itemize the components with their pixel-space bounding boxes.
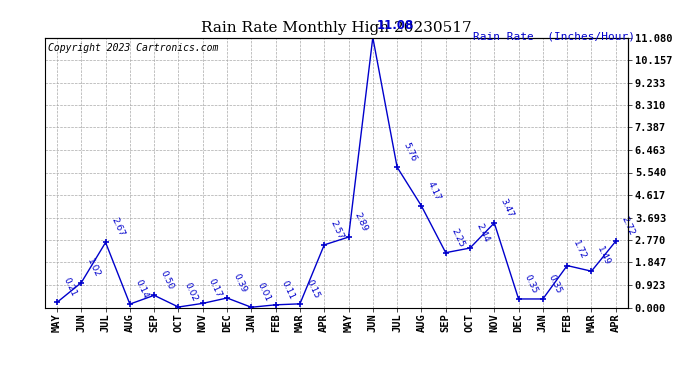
Text: 0.35: 0.35 xyxy=(523,273,540,295)
Text: 0.17: 0.17 xyxy=(207,277,224,299)
Text: 2.72: 2.72 xyxy=(620,215,636,237)
Title: Rain Rate Monthly High 20230517: Rain Rate Monthly High 20230517 xyxy=(201,21,472,35)
Text: 0.50: 0.50 xyxy=(158,269,175,291)
Text: 2.57: 2.57 xyxy=(328,219,345,241)
Text: 0.11: 0.11 xyxy=(280,279,297,301)
Text: 0.15: 0.15 xyxy=(304,278,321,300)
Text: 0.01: 0.01 xyxy=(255,281,272,303)
Text: 2.67: 2.67 xyxy=(110,216,126,238)
Text: 3.47: 3.47 xyxy=(498,197,515,219)
Text: 0.02: 0.02 xyxy=(183,281,199,303)
Text: 5.76: 5.76 xyxy=(402,141,418,163)
Text: 11.08: 11.08 xyxy=(377,19,414,32)
Text: 1.02: 1.02 xyxy=(86,256,102,279)
Text: 2.25: 2.25 xyxy=(450,227,466,249)
Text: 2.89: 2.89 xyxy=(353,211,369,233)
Text: 1.49: 1.49 xyxy=(595,245,612,267)
Text: 4.17: 4.17 xyxy=(426,180,442,202)
Text: 0.21: 0.21 xyxy=(61,276,78,298)
Text: Rain Rate  (Inches/Hour): Rain Rate (Inches/Hour) xyxy=(473,32,635,42)
Text: Copyright 2023 Cartronics.com: Copyright 2023 Cartronics.com xyxy=(48,43,218,53)
Text: 0.39: 0.39 xyxy=(231,272,248,294)
Text: 2.44: 2.44 xyxy=(474,222,491,244)
Text: 1.72: 1.72 xyxy=(571,240,588,261)
Text: 0.35: 0.35 xyxy=(547,273,564,295)
Text: 0.14: 0.14 xyxy=(134,278,150,300)
